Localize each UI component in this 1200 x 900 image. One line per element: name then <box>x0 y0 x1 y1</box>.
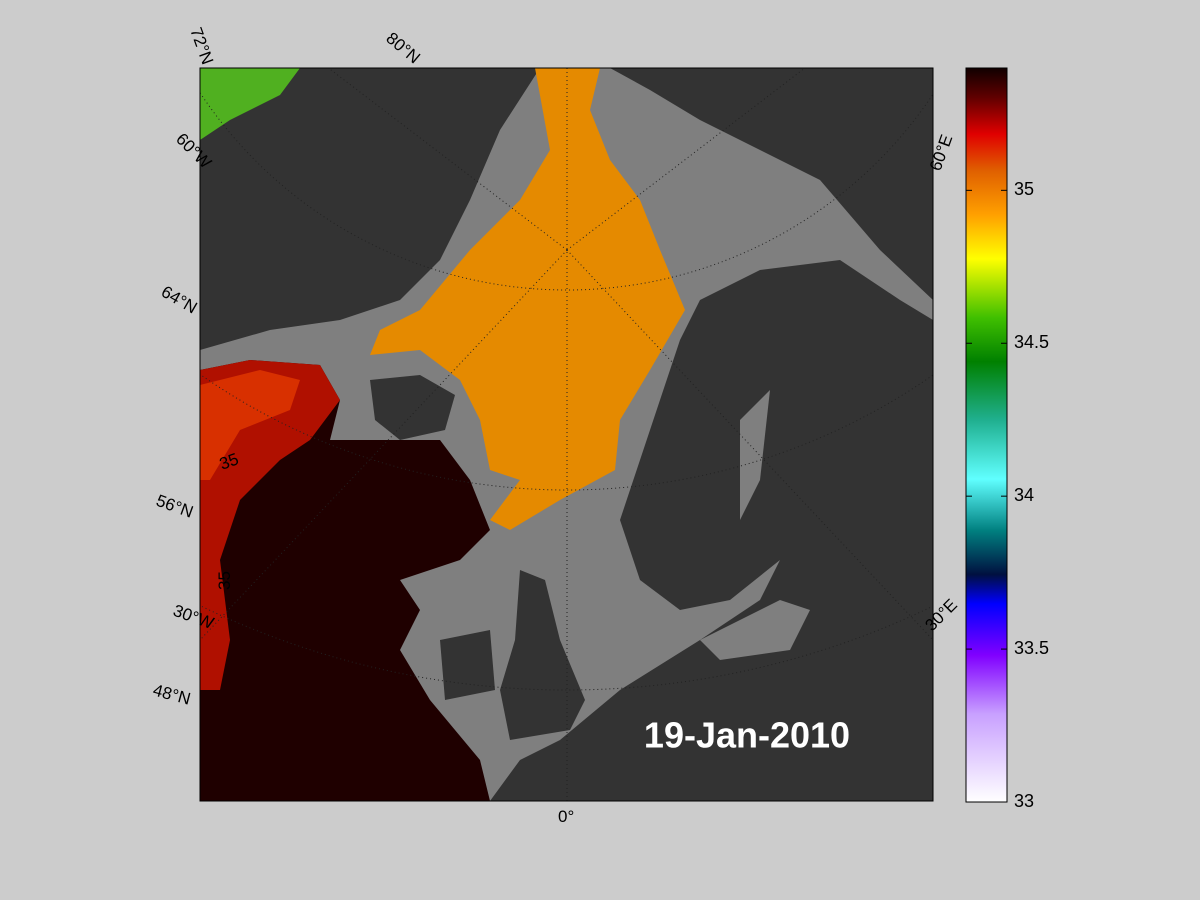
graticule-label: 64°N <box>158 282 200 317</box>
sea <box>740 390 770 520</box>
colorbar-tick-label: 33.5 <box>1014 638 1049 658</box>
colorbar-ticks: 33 33.5 34 34.5 35 <box>966 179 1049 811</box>
map-area <box>200 68 933 801</box>
land <box>490 260 933 801</box>
graticule-label: 0° <box>558 807 574 826</box>
graticule-label: 72°N <box>186 25 217 67</box>
salinity-field <box>370 68 685 530</box>
land <box>500 570 585 740</box>
colorbar-tick-label: 34.5 <box>1014 332 1049 352</box>
graticule-label: 80°N <box>382 29 423 68</box>
land <box>200 68 540 350</box>
colorbar-tick-label: 34 <box>1014 485 1034 505</box>
salinity-field <box>200 360 340 690</box>
land <box>610 68 933 300</box>
salinity-field <box>200 360 490 801</box>
graticule-label: 56°N <box>154 491 196 522</box>
sea <box>700 600 810 660</box>
land <box>440 630 495 700</box>
colorbar <box>965 67 1008 803</box>
colorbar-tick-label: 35 <box>1014 179 1034 199</box>
colorbar-tick-label: 33 <box>1014 791 1034 811</box>
salinity-field <box>200 68 300 140</box>
graticule <box>327 68 568 251</box>
land <box>370 375 455 440</box>
date-label: 19-Jan-2010 <box>644 715 850 756</box>
graticule <box>566 68 806 251</box>
contour-label: 35 <box>215 571 234 590</box>
map-frame <box>199 67 934 802</box>
salinity-field <box>200 370 300 480</box>
graticule-label: 48°N <box>151 681 193 709</box>
